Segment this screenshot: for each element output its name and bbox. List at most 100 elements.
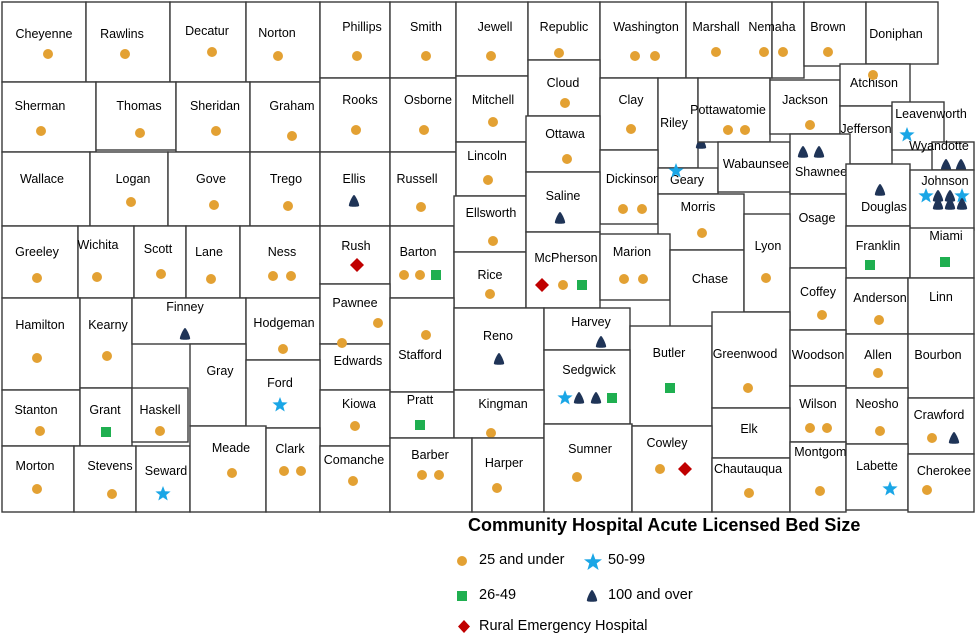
county-boundary <box>599 77 659 151</box>
county-label: Pawnee <box>332 296 377 310</box>
county-sheridan: Sheridan <box>175 81 251 153</box>
county-label: Johnson <box>921 174 968 188</box>
county-boundary <box>909 227 975 279</box>
county-ottawa: Ottawa <box>525 115 601 173</box>
small-hospital-marker <box>815 486 825 496</box>
county-label: Russell <box>397 172 438 186</box>
county-label: Rice <box>477 268 502 282</box>
county-pawnee: Pawnee <box>319 283 391 345</box>
county-label: Smith <box>410 20 442 34</box>
small-hospital-marker <box>874 315 884 325</box>
county-boundary <box>1 297 81 391</box>
medium-hospital-marker <box>577 280 587 290</box>
county-boundary <box>789 193 847 269</box>
small-hospital-marker <box>697 228 707 238</box>
small-hospital-icon <box>457 556 467 566</box>
legend-label-large: 100 and over <box>608 587 693 603</box>
small-hospital-marker <box>650 51 660 61</box>
county-boundary <box>789 267 847 331</box>
county-jewell: Jewell <box>455 1 529 77</box>
county-label: Lane <box>195 245 223 259</box>
county-label: Mitchell <box>472 93 514 107</box>
county-ellis: Ellis <box>319 151 391 227</box>
county-label: Anderson <box>853 291 907 305</box>
county-label: Linn <box>929 290 953 304</box>
county-franklin: Franklin <box>845 225 911 279</box>
county-rawlins: Rawlins <box>85 1 171 83</box>
small-hospital-marker <box>287 131 297 141</box>
kansas-county-map: Cheyenne Rawlins Decatur Norton Phillips Smit… <box>1 1 975 513</box>
small-hospital-marker <box>492 483 502 493</box>
rural-emergency-hospital-marker <box>678 462 692 476</box>
county-lyon: Lyon <box>743 213 791 313</box>
rural-emergency-hospital-marker <box>350 258 364 272</box>
large-hospital-marker <box>932 190 944 202</box>
county-boundary <box>1 151 91 227</box>
county-cowley: Cowley <box>631 425 713 513</box>
county-boundary <box>657 167 719 195</box>
large-hospital-marker <box>944 190 956 202</box>
county-morton: Morton <box>1 445 75 513</box>
small-hospital-marker <box>875 426 885 436</box>
county-boundary <box>685 1 773 79</box>
small-hospital-marker <box>227 468 237 478</box>
county-comanche: Comanche <box>319 445 391 513</box>
county-dickinson: Dickinson <box>599 149 660 225</box>
county-label: Ellis <box>343 172 366 186</box>
county-label: Logan <box>116 172 151 186</box>
small-hospital-marker <box>873 368 883 378</box>
county-boundary <box>169 1 247 83</box>
county-label: Lincoln <box>467 149 507 163</box>
legend-label-mid: 50-99 <box>608 552 646 568</box>
county-label: Grant <box>89 403 121 417</box>
county-boundary <box>95 81 177 151</box>
county-boundary <box>79 387 133 447</box>
county-label: Osborne <box>404 93 452 107</box>
star-hospital-marker <box>918 188 934 203</box>
county-chautauqua: Chautauqua <box>711 457 791 513</box>
small-hospital-marker <box>562 154 572 164</box>
small-hospital-marker <box>759 47 769 57</box>
county-label: Scott <box>144 242 173 256</box>
county-barton: Barton <box>389 225 455 299</box>
county-boundary <box>249 81 321 153</box>
county-label: Finney <box>166 300 204 314</box>
county-label: Washington <box>613 20 679 34</box>
medium-hospital-marker <box>101 427 111 437</box>
county-lane: Lane <box>185 225 241 299</box>
county-boundary <box>717 141 791 193</box>
county-logan: Logan <box>89 151 169 227</box>
small-hospital-marker <box>488 117 498 127</box>
county-neosho: Neosho <box>845 387 909 445</box>
small-hospital-marker <box>630 51 640 61</box>
county-boundary <box>453 307 545 391</box>
county-label: Wilson <box>799 397 837 411</box>
small-hospital-marker <box>927 433 937 443</box>
county-boundary <box>525 231 601 309</box>
county-nemaha: Nemaha <box>748 1 805 79</box>
county-label: Wabaunsee <box>723 157 789 171</box>
county-boundary <box>599 1 687 79</box>
small-hospital-marker <box>337 338 347 348</box>
county-label: Leavenworth <box>895 107 967 121</box>
county-boundary <box>189 425 267 513</box>
county-wilson: Wilson <box>789 385 847 443</box>
county-marion: Marion <box>599 233 671 301</box>
county-boundary <box>845 443 909 511</box>
county-label: Republic <box>540 20 589 34</box>
county-label: Rush <box>341 239 370 253</box>
large-hospital-marker <box>595 336 607 348</box>
county-geary: Geary <box>657 163 719 195</box>
county-boundary <box>845 225 911 279</box>
small-hospital-marker <box>558 280 568 290</box>
county-boundary <box>73 445 137 513</box>
county-boundary <box>769 79 841 135</box>
small-hospital-marker <box>286 271 296 281</box>
county-label: Gove <box>196 172 226 186</box>
small-hospital-marker <box>419 125 429 135</box>
county-label: Franklin <box>856 239 901 253</box>
small-hospital-marker <box>743 383 753 393</box>
small-hospital-marker <box>155 426 165 436</box>
county-label: Labette <box>856 459 898 473</box>
county-label: Ness <box>268 245 296 259</box>
